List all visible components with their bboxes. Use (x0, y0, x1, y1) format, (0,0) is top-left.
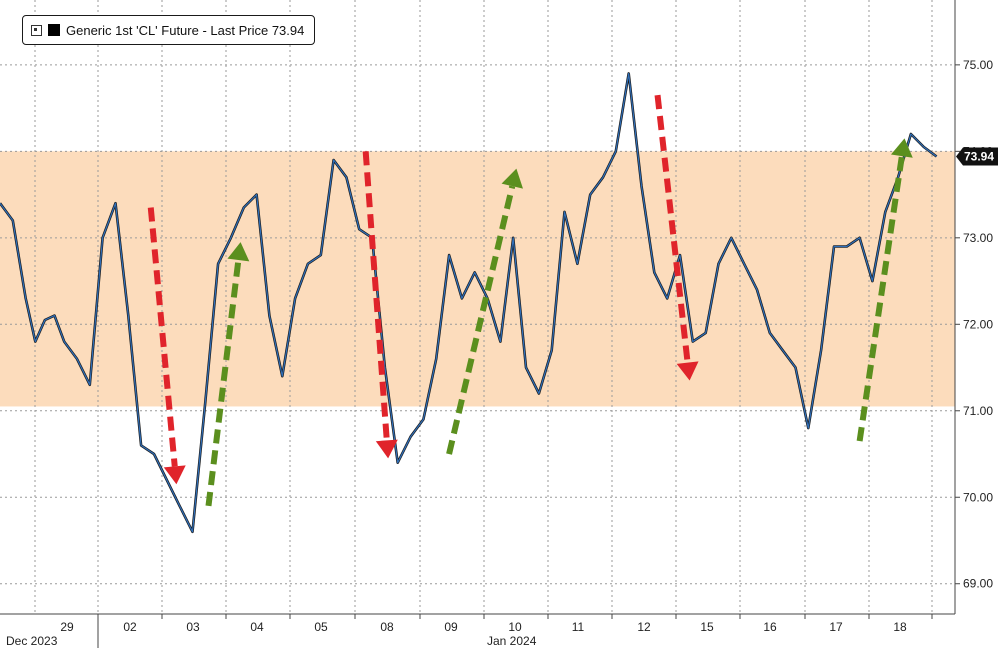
trend-arrow-shaft (446, 185, 516, 455)
trend-arrow-up (205, 242, 250, 507)
series-layer (0, 72, 938, 534)
x-tick-label: 15 (700, 620, 714, 634)
trend-arrow-shaft (362, 151, 390, 441)
x-tick-label: 11 (572, 620, 585, 634)
trend-arrow-head (890, 138, 913, 158)
y-tick-label: 70.00 (963, 490, 993, 504)
x-tick-label: 17 (829, 620, 843, 634)
legend-label: Generic 1st 'CL' Future - Last Price 73.… (66, 22, 305, 38)
legend-expand-icon[interactable] (31, 24, 42, 36)
trend-arrow-up (856, 138, 913, 442)
y-tick-label: 73.00 (963, 231, 993, 245)
legend: Generic 1st 'CL' Future - Last Price 73.… (22, 15, 316, 45)
trend-arrow-head (227, 242, 250, 262)
trend-arrow-head (375, 439, 398, 459)
x-tick-label: 16 (763, 620, 777, 634)
trend-arrow-down (654, 94, 699, 381)
arrow-layer (147, 94, 913, 507)
trend-arrow-shaft (147, 207, 178, 467)
last-price-tag (956, 147, 998, 166)
y-tick-label: 71.00 (963, 404, 993, 418)
trend-arrow-shaft (654, 94, 691, 363)
x-tick-label: 03 (186, 620, 200, 634)
y-tick-label: 69.00 (963, 577, 993, 591)
legend-swatch (48, 24, 60, 36)
trend-arrow-head (163, 465, 186, 485)
x-tick-label: 29 (60, 620, 74, 634)
y-tick-label: 75.00 (963, 58, 993, 72)
series-line (0, 72, 937, 533)
trend-arrow-down (147, 207, 186, 485)
x-tick-label: 02 (123, 620, 137, 634)
x-tick-label: 09 (444, 620, 458, 634)
x-tick-label: 12 (637, 620, 651, 634)
x-tick-label: 18 (893, 620, 907, 634)
trend-arrow-head (501, 168, 523, 189)
month-label: Dec 2023 (6, 634, 58, 648)
grid-layer (0, 0, 955, 614)
trend-arrow-shaft (856, 155, 905, 442)
trend-arrow-up (446, 168, 523, 455)
x-tick-label: 04 (250, 620, 264, 634)
y-tick-label: 72.00 (963, 317, 993, 331)
trend-arrow-head (676, 361, 699, 381)
x-tick-label: 05 (314, 620, 328, 634)
trend-arrow-down (362, 151, 398, 459)
x-tick-label: 08 (380, 620, 394, 634)
last-price-label: 73.94 (964, 150, 994, 164)
x-tick-label: 10 (508, 620, 522, 634)
month-label: Jan 2024 (487, 634, 537, 648)
